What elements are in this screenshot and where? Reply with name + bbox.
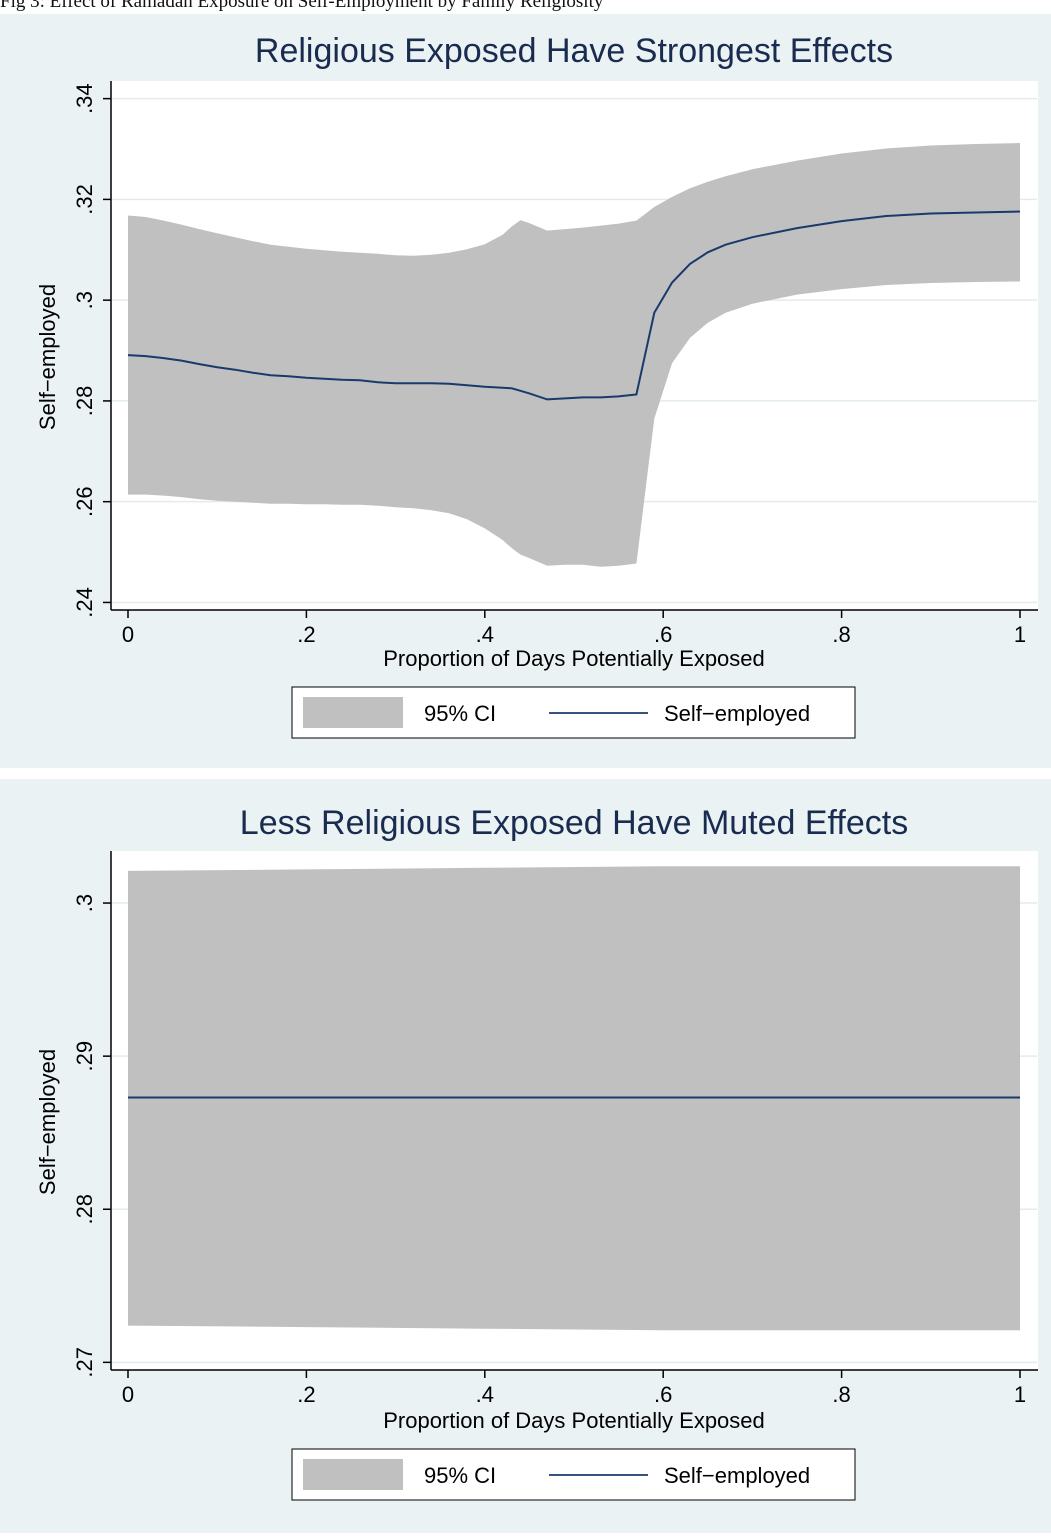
x-tick-label: .8 xyxy=(832,622,850,647)
x-axis-title: Proportion of Days Potentially Exposed xyxy=(383,1408,765,1433)
y-tick-label: .28 xyxy=(72,386,97,417)
y-axis-title: Self−employed xyxy=(35,284,60,430)
legend-label-ci: 95% CI xyxy=(424,701,496,726)
x-axis-ticks: 0 .2 .4 .6 .8 1 xyxy=(122,1370,1026,1407)
legend: 95% CI Self−employed xyxy=(291,686,856,739)
x-tick-label: .6 xyxy=(654,622,672,647)
x-tick-label: .2 xyxy=(297,622,315,647)
chart-svg-less-religious: Less Religious Exposed Have Muted Effect… xyxy=(35,804,1038,1501)
self-employed-line xyxy=(127,210,1021,401)
legend: 95% CI Self−employed xyxy=(291,1448,856,1501)
x-tick-label: .4 xyxy=(476,1382,494,1407)
x-tick-label: 0 xyxy=(122,1382,134,1407)
ci-band xyxy=(128,143,1020,567)
x-tick-label: 1 xyxy=(1014,1382,1026,1407)
y-axis-ticks: .27 .28 .29 .3 xyxy=(72,894,111,1378)
legend-swatch-ci xyxy=(303,1459,403,1490)
legend-swatch-ci xyxy=(303,697,403,728)
y-tick-label: .29 xyxy=(72,1041,97,1072)
x-tick-label: .8 xyxy=(832,1382,850,1407)
x-axis-ticks: 0 .2 .4 .6 .8 1 xyxy=(122,610,1026,647)
x-axis-title: Proportion of Days Potentially Exposed xyxy=(383,646,765,671)
x-tick-label: 1 xyxy=(1014,622,1026,647)
chart-title: Less Religious Exposed Have Muted Effect… xyxy=(240,804,908,842)
legend-label-line: Self−employed xyxy=(664,1463,810,1488)
figure-caption: Fig 3: Effect of Ramadan Exposure on Sel… xyxy=(0,0,604,12)
ci-band-group xyxy=(128,143,1020,567)
chart-panel-religious: Religious Exposed Have Strongest Effects… xyxy=(0,14,1051,768)
y-tick-label: .34 xyxy=(72,83,97,114)
x-tick-label: .2 xyxy=(297,1382,315,1407)
x-tick-label: 0 xyxy=(122,622,134,647)
x-tick-label: .6 xyxy=(654,1382,672,1407)
y-tick-label: .26 xyxy=(72,486,97,517)
chart-svg-religious: Religious Exposed Have Strongest Effects… xyxy=(35,32,1038,739)
chart-panel-less-religious: Less Religious Exposed Have Muted Effect… xyxy=(0,779,1051,1533)
y-tick-label: .24 xyxy=(72,587,97,618)
y-tick-label: .32 xyxy=(72,184,97,215)
y-tick-label: .28 xyxy=(72,1194,97,1225)
y-tick-label: .27 xyxy=(72,1347,97,1378)
y-axis-ticks: .24 .26 .28 .3 .32 .34 xyxy=(72,83,111,618)
y-tick-label: .3 xyxy=(72,894,97,912)
legend-label-ci: 95% CI xyxy=(424,1463,496,1488)
y-tick-label: .3 xyxy=(72,291,97,309)
y-axis-title: Self−employed xyxy=(35,1049,60,1195)
x-tick-label: .4 xyxy=(476,622,494,647)
series-line-group xyxy=(127,210,1021,401)
chart-title: Religious Exposed Have Strongest Effects xyxy=(255,32,893,70)
legend-label-line: Self−employed xyxy=(664,701,810,726)
